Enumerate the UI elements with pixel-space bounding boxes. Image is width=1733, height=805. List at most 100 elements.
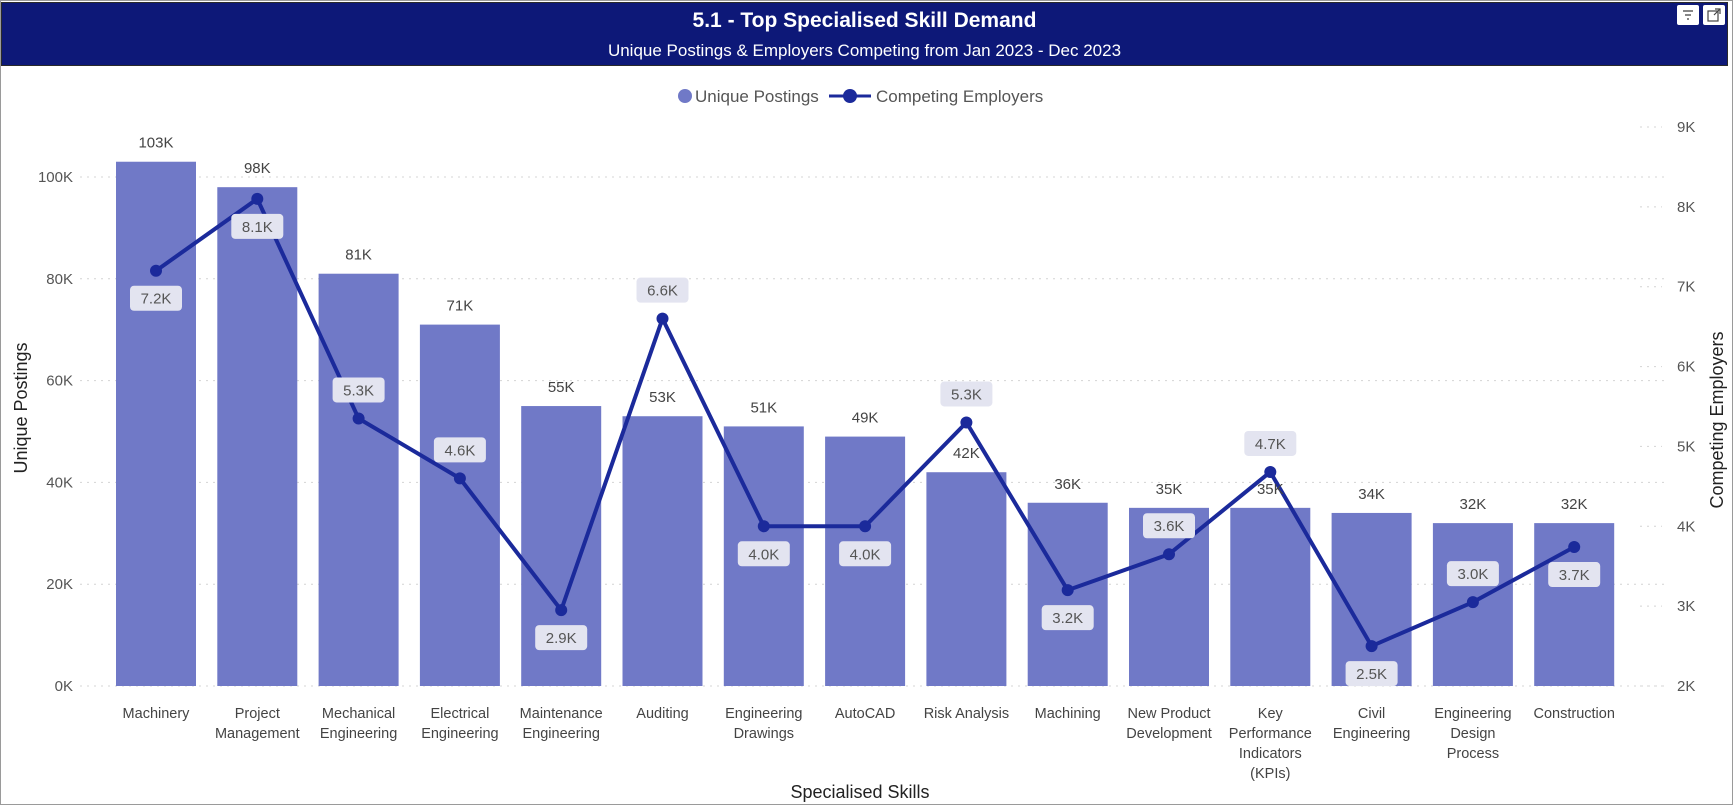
y2-tick-label: 8K <box>1677 199 1695 216</box>
y-axis-title: Unique Postings <box>11 342 31 473</box>
y-tick-label: 80K <box>46 271 73 288</box>
x-tick-label: Machining <box>1035 706 1101 722</box>
line-data-label-box <box>535 625 588 651</box>
line-data-label: 3.7K <box>1559 567 1590 584</box>
y-tick-label: 20K <box>46 576 73 593</box>
bar-data-label: 81K <box>345 247 372 264</box>
line-point <box>251 192 264 205</box>
line-point <box>150 264 162 277</box>
legend-line-label: Competing Employers <box>876 87 1043 106</box>
y2-tick-label: 3K <box>1677 598 1695 615</box>
y2-tick-label: 7K <box>1677 279 1695 296</box>
y2-tick-label: 5K <box>1677 438 1695 455</box>
bar-data-label: 98K <box>244 160 271 177</box>
line-data-label: 3.6K <box>1154 518 1185 535</box>
line-point <box>1061 584 1074 597</box>
chart-title: 5.1 - Top Specialised Skill Demand <box>692 9 1037 32</box>
x-tick-label: Engineering <box>1434 706 1511 722</box>
y2-tick-label: 6K <box>1677 359 1695 376</box>
line-data-label-box <box>1244 430 1297 456</box>
line-point <box>352 412 365 425</box>
line-data-label-box <box>940 381 993 407</box>
x-tick-label: Civil <box>1358 706 1385 722</box>
line-data-label-box <box>231 213 284 239</box>
x-tick-label: Machinery <box>123 706 191 722</box>
line-data-label-box <box>433 437 486 463</box>
legend-bar-label: Unique Postings <box>695 87 819 106</box>
line-data-label: 4.0K <box>748 546 779 563</box>
bar <box>318 273 399 686</box>
focus-mode-icon[interactable] <box>1703 5 1725 25</box>
line-point <box>453 472 466 485</box>
line-data-label: 3.0K <box>1457 566 1488 583</box>
x-tick-label: Design <box>1450 726 1495 742</box>
chart-subtitle: Unique Postings & Employers Competing fr… <box>607 41 1122 60</box>
line-data-label-box <box>1143 513 1195 539</box>
bar <box>622 416 703 686</box>
legend-line-marker <box>843 89 857 103</box>
x-tick-label: Maintenance <box>520 706 603 722</box>
x-tick-label: Engineering <box>522 726 599 742</box>
bar <box>926 472 1007 686</box>
bar <box>116 161 196 687</box>
x-tick-label: Drawings <box>734 726 794 742</box>
x-tick-label: (KPIs) <box>1250 766 1290 782</box>
x-tick-label: Construction <box>1533 706 1614 722</box>
line-data-label: 8.1K <box>242 219 273 236</box>
line-data-label: 6.6K <box>647 283 678 300</box>
x-tick-label: Management <box>215 726 300 742</box>
x-tick-label: Risk Analysis <box>924 706 1009 722</box>
x-tick-label: Performance <box>1229 726 1312 742</box>
line-point <box>555 604 568 617</box>
bar-data-label: 34K <box>1358 486 1385 503</box>
line-data-label-box <box>839 541 892 567</box>
line-data-label: 2.9K <box>546 630 577 647</box>
y2-tick-label: 9K <box>1677 119 1695 136</box>
line-data-label: 5.3K <box>343 382 374 399</box>
bar-data-label: 51K <box>750 399 777 416</box>
x-tick-label: Electrical <box>430 706 489 722</box>
line-point <box>757 520 770 533</box>
line-point <box>1365 640 1378 653</box>
bar-data-label: 35K <box>1257 481 1284 498</box>
bar-data-label: 35K <box>1156 481 1183 498</box>
chart-header: 5.1 - Top Specialised Skill Demand Uniqu… <box>1 2 1728 66</box>
x-tick-label: AutoCAD <box>835 706 895 722</box>
line-data-label-box <box>1446 561 1499 587</box>
bar-data-label: 42K <box>953 445 980 462</box>
bar-data-label: 53K <box>649 389 676 406</box>
y2-tick-label: 4K <box>1677 518 1695 535</box>
x-tick-label: Engineering <box>725 706 802 722</box>
line-point <box>960 416 973 429</box>
x-tick-label: Mechanical <box>322 706 395 722</box>
x-tick-label: Auditing <box>636 706 688 722</box>
y-tick-label: 100K <box>38 169 73 186</box>
x-tick-label: Key <box>1258 706 1284 722</box>
line-data-label: 4.7K <box>1255 436 1286 453</box>
bar-data-label: 103K <box>138 135 173 152</box>
line-data-label-box <box>130 285 182 311</box>
line-data-label: 2.5K <box>1356 666 1387 683</box>
line-data-label: 4.6K <box>444 442 475 459</box>
line-data-label-box <box>737 541 790 567</box>
x-tick-label: Indicators <box>1239 746 1302 762</box>
line-data-label-box <box>1041 605 1094 631</box>
line-point <box>1163 548 1175 561</box>
bar-data-label: 32K <box>1561 496 1588 513</box>
line-data-label-box <box>636 277 689 303</box>
bar-data-label: 36K <box>1054 476 1081 493</box>
line-point <box>1466 596 1479 609</box>
line-data-label: 3.2K <box>1052 610 1083 627</box>
x-tick-label: Engineering <box>320 726 397 742</box>
filter-icon[interactable] <box>1677 5 1699 25</box>
x-tick-label: Engineering <box>421 726 498 742</box>
bar-data-label: 71K <box>447 298 474 315</box>
line-point <box>1568 541 1581 554</box>
y-tick-label: 0K <box>55 678 73 695</box>
x-tick-label: Development <box>1126 726 1211 742</box>
bar <box>217 187 298 686</box>
line-data-label-box <box>332 377 385 403</box>
bar-data-label: 32K <box>1460 496 1487 513</box>
bar-data-label: 55K <box>548 379 575 396</box>
